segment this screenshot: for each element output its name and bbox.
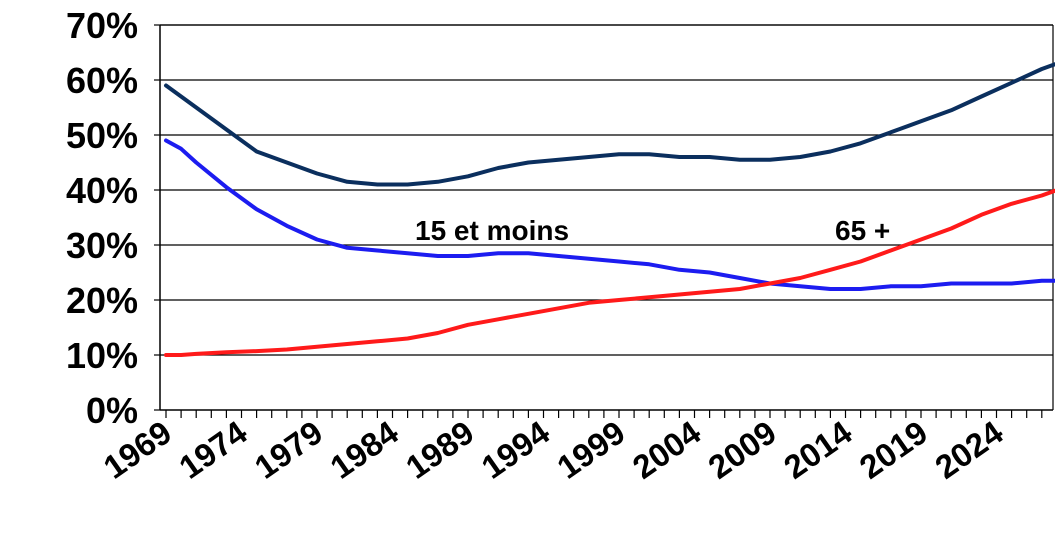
annotations: 15 et moins 65 +	[415, 215, 890, 246]
y-tick-label: 0%	[86, 390, 138, 431]
annotation-label: 65 +	[835, 215, 890, 246]
x-tick-label: 1989	[399, 413, 480, 485]
x-tick-label: 1979	[248, 413, 329, 485]
x-tick-label: 1974	[172, 413, 254, 486]
y-tick-label: 20%	[66, 280, 138, 321]
x-tick-label: 2024	[928, 413, 1010, 486]
x-tick-label: 2014	[777, 413, 859, 486]
x-tick-label: 1994	[475, 413, 557, 486]
y-tick-label: 10%	[66, 335, 138, 376]
y-tick-label: 70%	[66, 5, 138, 46]
series-line-1	[164, 62, 1055, 187]
series-lines	[164, 62, 1055, 357]
x-tick-label: 1984	[323, 413, 405, 486]
x-axis-tick-labels: 1969197419791984198919941999200420092014…	[97, 413, 1010, 486]
y-tick-label: 50%	[66, 115, 138, 156]
y-tick-label: 40%	[66, 170, 138, 211]
series-line-3	[164, 188, 1055, 357]
x-tick-label: 2004	[626, 413, 708, 486]
y-tick-label: 30%	[66, 225, 138, 266]
x-tick-label: 2019	[853, 413, 934, 485]
series-line-2	[164, 138, 1055, 291]
x-tick-label: 2009	[701, 413, 782, 485]
annotation-label: 15 et moins	[415, 215, 569, 246]
x-tick-label: 1999	[550, 413, 631, 485]
axes	[154, 24, 1054, 418]
y-tick-label: 60%	[66, 60, 138, 101]
y-axis-tick-labels: 0% 10% 20% 30% 40% 50% 60% 70%	[66, 5, 138, 431]
gridlines	[160, 24, 1053, 356]
